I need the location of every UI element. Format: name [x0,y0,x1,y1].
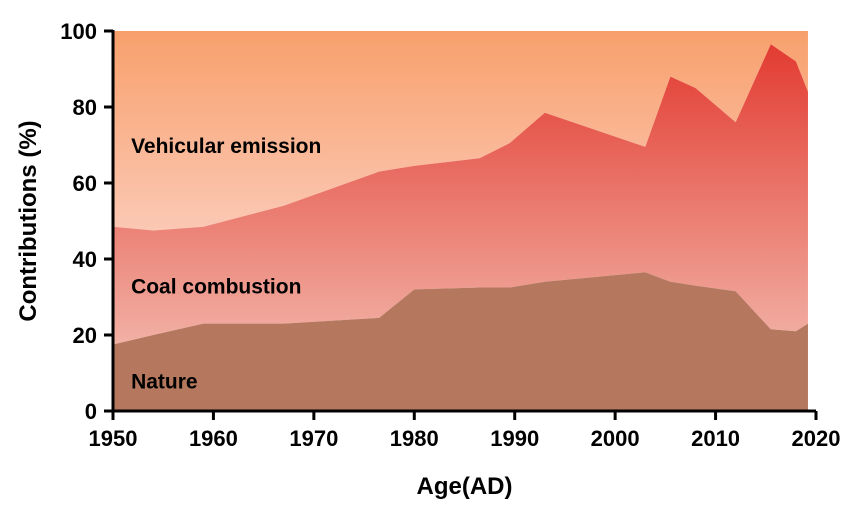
area-nature [113,272,808,411]
y-tick-label-20: 20 [73,323,97,348]
x-tick-label-2010: 2010 [691,426,740,451]
y-tick-label-60: 60 [73,171,97,196]
band-labels: Vehicular emission Coal combustion Natur… [131,135,321,394]
y-tick-label-40: 40 [73,247,97,272]
x-tick-label-2000: 2000 [591,426,640,451]
y-tick-label-0: 0 [85,399,97,424]
y-axis-title: Contributions (%) [15,120,42,321]
x-tick-label-1970: 1970 [289,426,338,451]
area-vehicular-emission [113,31,808,231]
x-tick-label-1990: 1990 [490,426,539,451]
x-tick-label-1950: 1950 [89,426,138,451]
x-tick-label-1960: 1960 [189,426,238,451]
label-coal-combustion: Coal combustion [131,276,301,299]
y-tick-label-80: 80 [73,95,97,120]
plot-areas [113,31,808,411]
x-axis-title: Age(AD) [417,473,513,500]
axes: 0 20 40 60 80 100 1950 1960 1970 1980 1990 2000 2010… [60,19,840,451]
y-tick-label-100: 100 [60,19,97,44]
area-coal-combustion [113,44,808,345]
x-tick-label-1980: 1980 [390,426,439,451]
label-vehicular-emission: Vehicular emission [131,135,321,158]
label-nature: Nature [131,371,198,394]
x-tick-label-2020: 2020 [792,426,841,451]
